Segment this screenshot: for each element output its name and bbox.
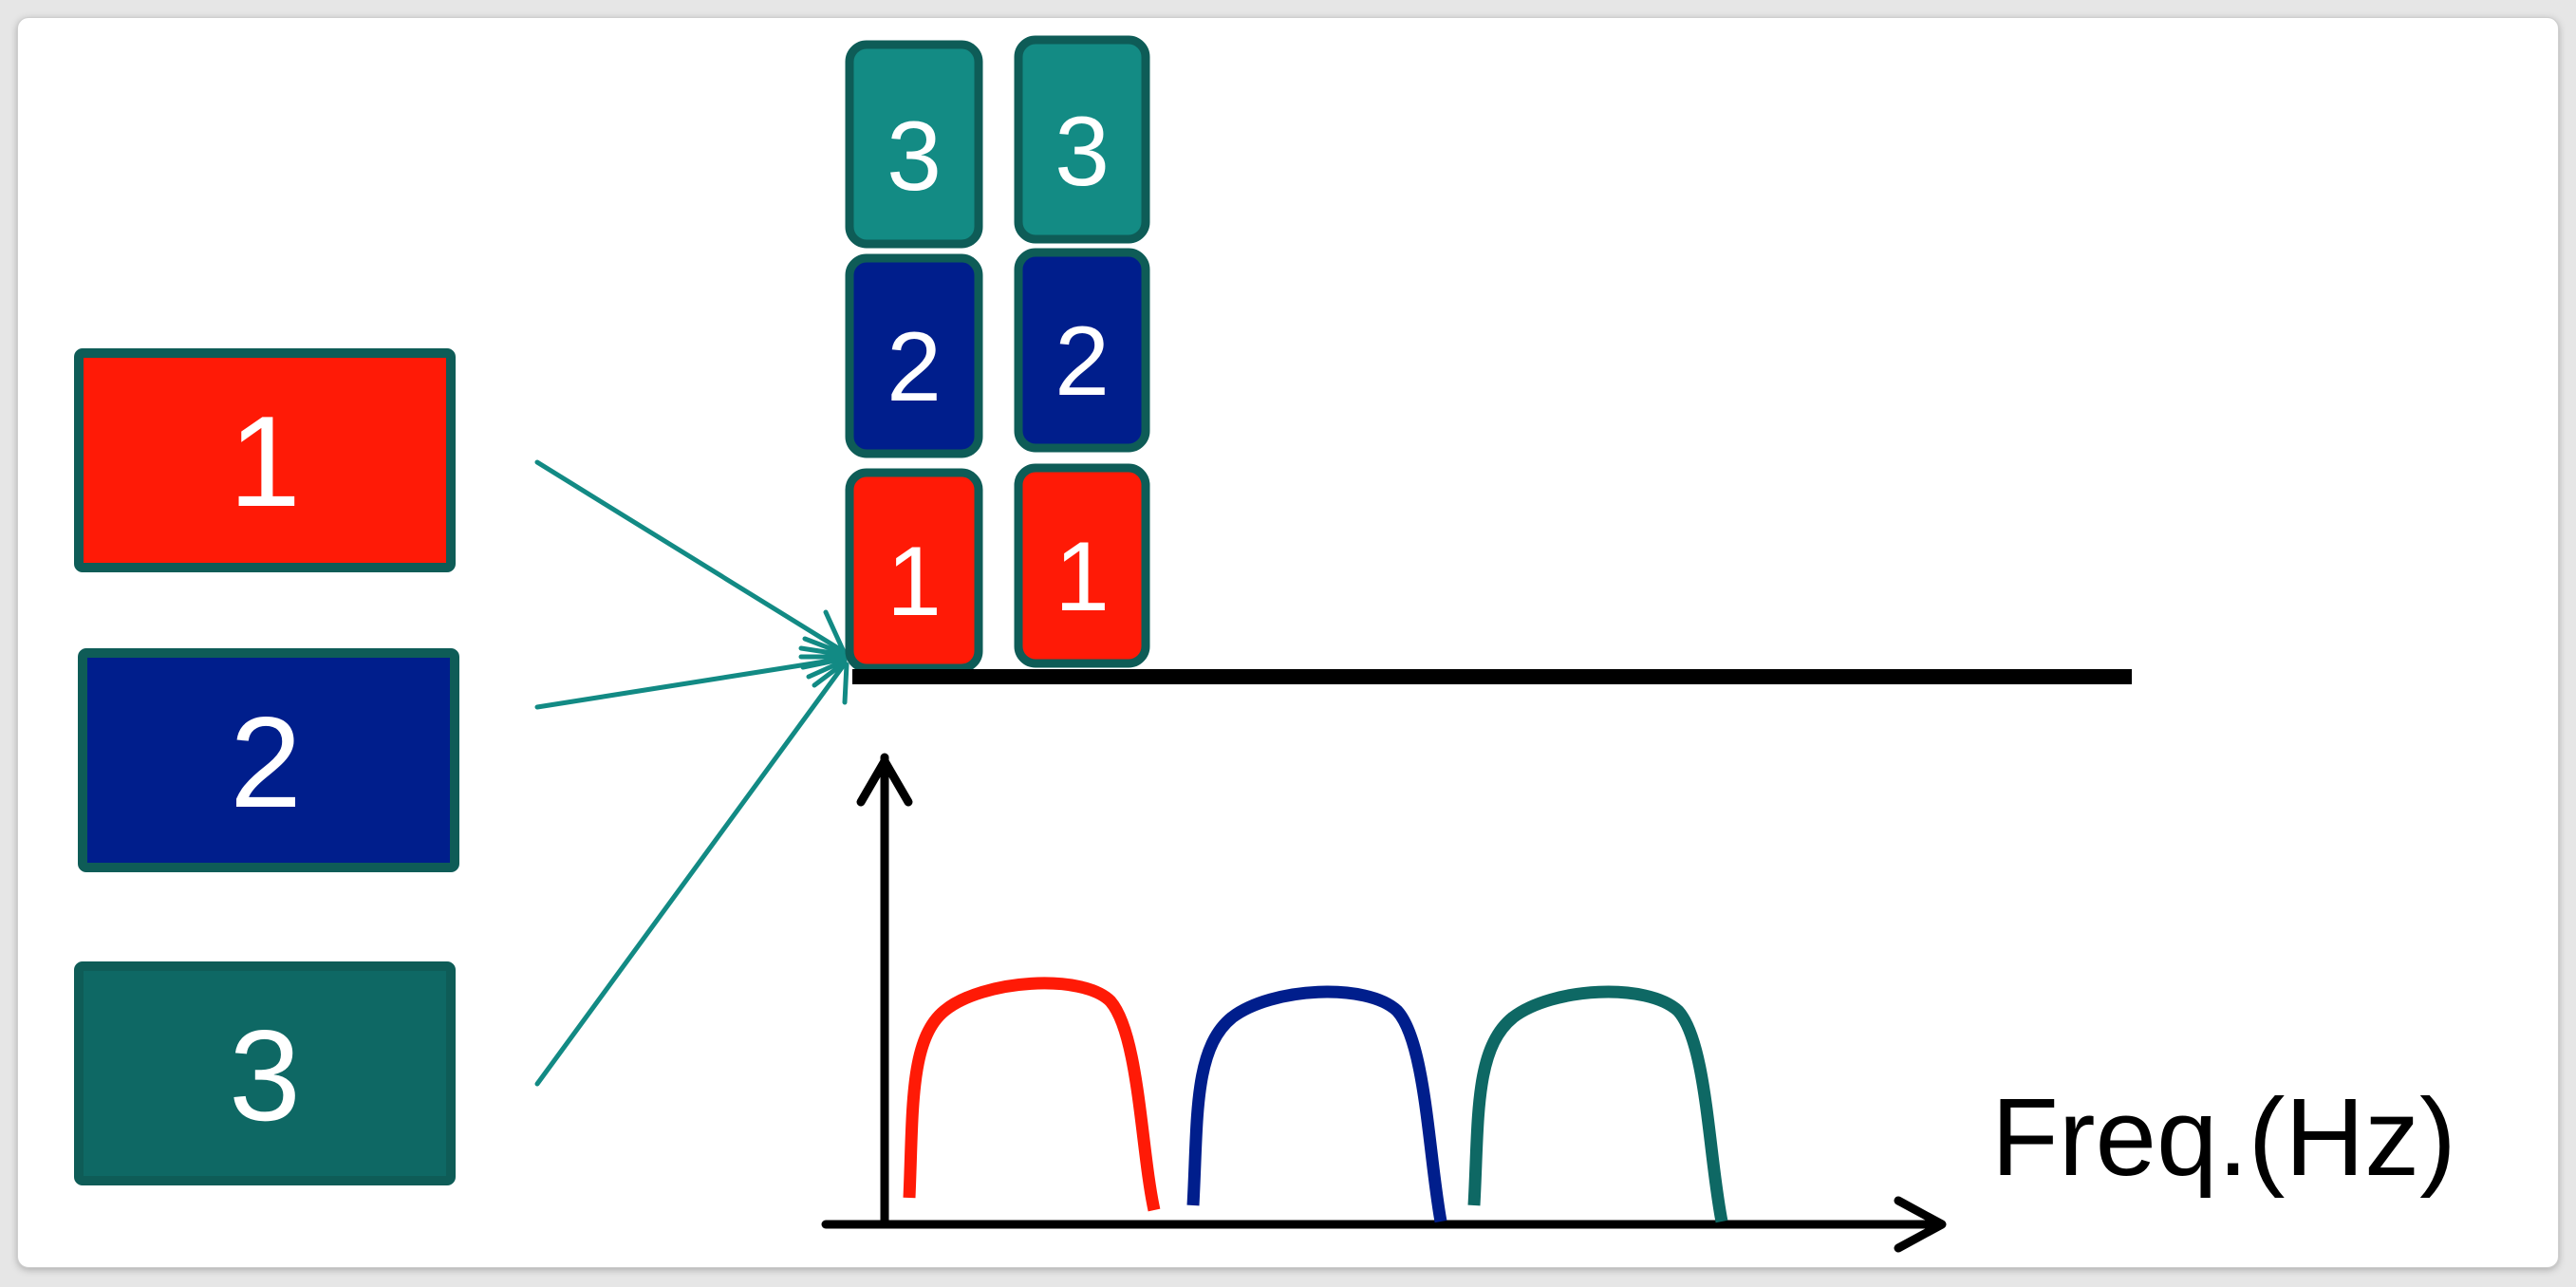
- stack-left-block-1-label: 1: [887, 527, 942, 637]
- channel-baseline: [852, 669, 2132, 684]
- stack-right-block-1: 1: [1014, 463, 1150, 668]
- input-signal-3: 3: [74, 961, 456, 1185]
- arrowhead-fan-icon: [798, 609, 849, 705]
- stack-left-block-2-label: 2: [887, 312, 942, 422]
- stack-right: 3 2 1: [1014, 35, 1150, 668]
- spectrum-bands: [903, 977, 1728, 1223]
- stack-left-block-3: 3: [845, 40, 983, 249]
- spectrum-axes: [821, 753, 1947, 1253]
- stack-right-block-2: 2: [1014, 248, 1150, 453]
- input-signal-3-label: 3: [229, 1003, 301, 1147]
- input-signal-1: 1: [74, 348, 456, 572]
- arrow-from-signal-2: [534, 656, 846, 710]
- frequency-axis-label: Freq.(Hz): [1991, 1075, 2456, 1199]
- converging-arrows-icon: [534, 459, 849, 1087]
- input-signal-2-box: [78, 648, 459, 872]
- stack-left: 3 2 1: [845, 40, 983, 673]
- input-signal-1-label: 1: [229, 389, 301, 533]
- arrow-from-signal-3: [534, 663, 846, 1087]
- stack-right-block-3-label: 3: [1055, 97, 1110, 207]
- arrow-from-signal-1: [534, 459, 846, 654]
- stack-right-block-1-label: 1: [1055, 522, 1110, 632]
- arrow-up-icon: [856, 756, 913, 807]
- input-signal-2-label: 2: [230, 690, 302, 834]
- spectrum-band-1: [903, 977, 1161, 1212]
- input-signal-3-box: [74, 961, 456, 1185]
- stack-right-block-2-label: 2: [1055, 307, 1110, 417]
- input-signal-2: 2: [78, 648, 459, 872]
- stack-left-block-3-label: 3: [887, 102, 942, 212]
- input-signal-1-box: [74, 348, 456, 572]
- spectrum-band-3: [1467, 985, 1728, 1223]
- stack-right-block-3: 3: [1014, 35, 1150, 244]
- stack-left-block-1: 1: [845, 468, 983, 673]
- arrow-right-icon: [1894, 1196, 1947, 1253]
- stack-left-block-2: 2: [845, 253, 983, 458]
- spectrum-band-2: [1186, 985, 1447, 1223]
